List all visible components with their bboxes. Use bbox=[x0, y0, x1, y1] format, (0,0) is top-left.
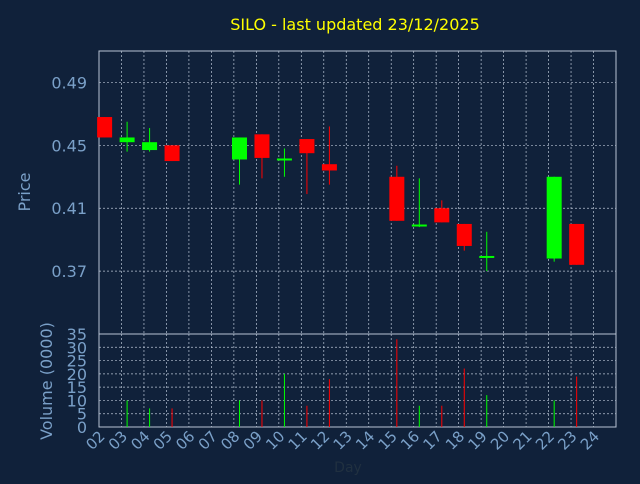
price-panel-frame bbox=[98, 50, 617, 335]
volume-axis-label: Volume (0000) bbox=[37, 322, 56, 440]
volume-tick-label: 35 bbox=[67, 325, 87, 344]
candle-body bbox=[164, 145, 180, 162]
candle-body bbox=[389, 176, 405, 221]
candle-body bbox=[254, 134, 270, 158]
volume-tick-label: 5 bbox=[77, 405, 87, 424]
price-tick-label: 0.49 bbox=[51, 73, 87, 92]
candle-body bbox=[479, 255, 495, 258]
volume-panel-frame bbox=[98, 333, 617, 428]
candle-body bbox=[119, 137, 135, 143]
price-tick-label: 0.41 bbox=[51, 199, 87, 218]
volume-tick-label: 30 bbox=[67, 338, 87, 357]
candle-body bbox=[276, 158, 292, 161]
candle-body bbox=[434, 208, 450, 223]
volume-tick-label: 25 bbox=[67, 352, 87, 371]
price-tick-label: 0.45 bbox=[51, 136, 87, 155]
candle-body bbox=[299, 139, 315, 154]
candle-body bbox=[569, 223, 585, 265]
price-tick-label: 0.37 bbox=[51, 262, 87, 281]
candle-body bbox=[142, 142, 158, 151]
candle-body bbox=[321, 164, 337, 171]
candle-body bbox=[231, 137, 247, 160]
x-tick-label: 24 bbox=[577, 427, 603, 453]
x-axis-label: Day bbox=[334, 460, 362, 476]
volume-tick-label: 0 bbox=[77, 418, 87, 437]
candle-body bbox=[97, 117, 113, 138]
volume-tick-label: 20 bbox=[67, 365, 87, 384]
chart-title: SILO - last updated 23/12/2025 bbox=[230, 15, 480, 34]
price-axis-label: Price bbox=[15, 172, 34, 211]
candle-body bbox=[411, 224, 427, 227]
volume-tick-label: 10 bbox=[67, 391, 87, 410]
candle-body bbox=[546, 176, 562, 259]
candle-body bbox=[456, 223, 472, 246]
volume-tick-label: 15 bbox=[67, 378, 87, 397]
